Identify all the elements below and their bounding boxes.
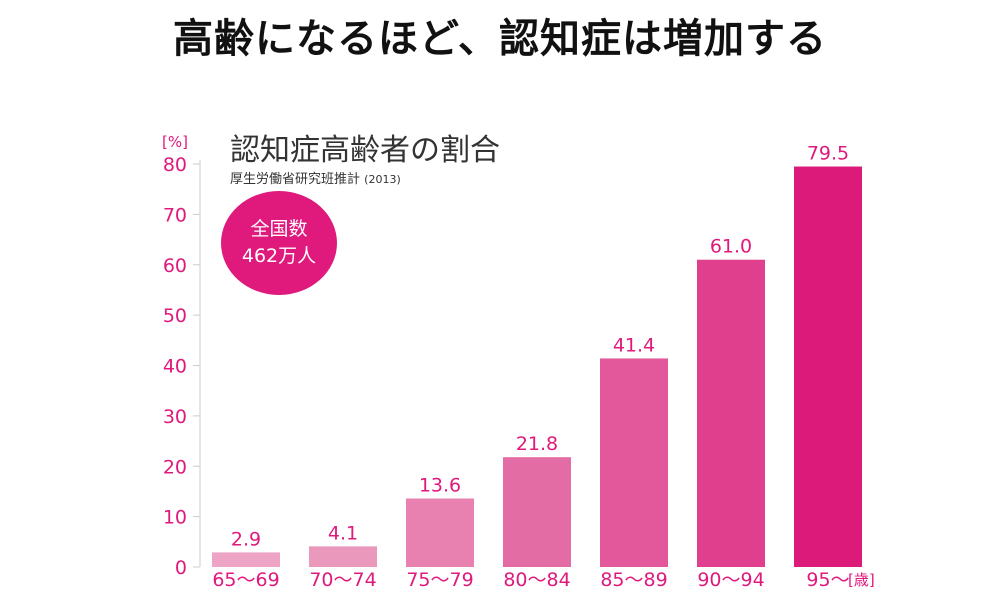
x-axis-unit: [歳] xyxy=(848,571,875,589)
total-badge-line1: 全国数 xyxy=(250,218,307,240)
y-tick-label: 70 xyxy=(163,204,187,226)
x-tick-label: 80〜84 xyxy=(503,569,570,591)
bar-value-label: 61.0 xyxy=(710,236,752,258)
axis-layer: 0 10 20 30 40 50 60 70 80 xyxy=(163,154,201,579)
bars-layer xyxy=(212,166,862,568)
bar-4 xyxy=(503,457,571,567)
bar-value-label: 79.5 xyxy=(807,143,849,165)
x-tick-label: 65〜69 xyxy=(212,569,279,591)
x-tick-label: 90〜94 xyxy=(697,569,764,591)
x-tick-label: 95〜 xyxy=(806,569,849,591)
bar-6 xyxy=(697,259,765,567)
x-tick-label: 70〜74 xyxy=(309,569,376,591)
total-badge-circle xyxy=(221,191,337,295)
bar-5 xyxy=(600,358,668,567)
y-tick-label: 10 xyxy=(163,507,187,529)
bar-7 xyxy=(794,166,862,568)
y-tick-label: 30 xyxy=(163,406,187,428)
y-tick-label: 60 xyxy=(163,255,187,277)
y-tick-label: 40 xyxy=(163,356,187,378)
bar-value-label: 2.9 xyxy=(231,528,261,550)
x-tick-label: 75〜79 xyxy=(406,569,473,591)
y-tick-label: 20 xyxy=(163,456,187,478)
total-badge-line2: 462万人 xyxy=(242,245,316,267)
bar-value-label: 21.8 xyxy=(516,433,558,455)
total-badge: 全国数 462万人 xyxy=(221,191,337,295)
y-tick-label: 80 xyxy=(163,154,187,176)
bar-2 xyxy=(309,546,377,567)
bar-3 xyxy=(406,498,474,567)
y-tick-label: 0 xyxy=(175,557,187,579)
chart-subtitle-source: 厚生労働省研究班推計 xyxy=(230,171,360,187)
chart-subtitle: 厚生労働省研究班推計 (2013) xyxy=(230,171,401,187)
page-headline: 高齢になるほど、認知症は増加する xyxy=(173,16,827,62)
chart-title: 認知症高齢者の割合 xyxy=(230,133,500,168)
y-axis-unit: [%] xyxy=(162,133,188,151)
bar-value-label: 41.4 xyxy=(613,334,655,356)
x-tick-label: 85〜89 xyxy=(600,569,667,591)
bar-value-label: 13.6 xyxy=(419,474,461,496)
bar-1 xyxy=(212,552,280,567)
bar-value-label: 4.1 xyxy=(328,522,358,544)
chart-subtitle-year: (2013) xyxy=(364,173,401,186)
y-tick-label: 50 xyxy=(163,305,187,327)
labels-layer: 2.9 65〜69 4.1 70〜74 13.6 75〜79 21.8 80〜84 41.4 85… xyxy=(212,143,849,591)
